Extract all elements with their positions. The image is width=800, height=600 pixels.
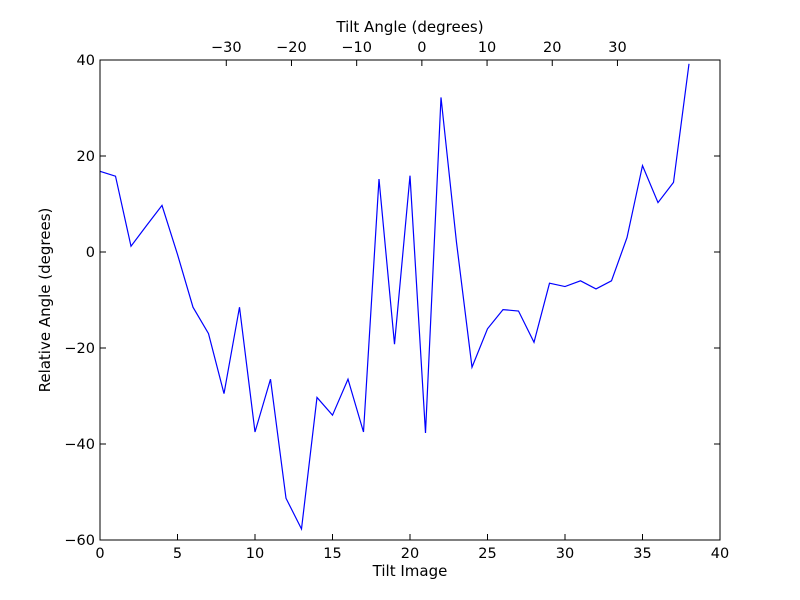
series-line-0 [99, 63, 690, 532]
x-tick-label: 15 [323, 546, 341, 562]
x-tick-label: 40 [711, 546, 729, 562]
top-x-tick-label: −20 [276, 40, 307, 56]
axis-ticks [99, 59, 721, 541]
x-tick-label: 20 [401, 546, 419, 562]
x-tick-label: 35 [633, 546, 651, 562]
x-tick-label: 0 [95, 546, 104, 562]
top-x-tick-label: 0 [417, 40, 426, 56]
y-tick-label: 0 [86, 245, 95, 261]
top-x-tick-label: 10 [478, 40, 496, 56]
x-tick-label: 10 [246, 546, 264, 562]
top-x-tick-label: 30 [608, 40, 626, 56]
x-tick-label: 25 [478, 546, 496, 562]
x-tick-label: 5 [173, 546, 182, 562]
top-x-tick-label: 20 [543, 40, 561, 56]
y-tick-label: −20 [64, 341, 95, 357]
y-tick-label: 20 [77, 149, 95, 165]
top-x-tick-label: −10 [341, 40, 372, 56]
plot-frame [99, 59, 721, 541]
y-tick-label: −60 [64, 533, 95, 549]
top-x-axis-title: Tilt Angle (degrees) [335, 18, 483, 36]
y-tick-label: 40 [77, 53, 95, 69]
y-axis-title: Relative Angle (degrees) [36, 208, 54, 393]
tick-labels: 0 5 10 15 20 25 30 35 40 −60 −40 −20 0 20 40 −30 −20 −10 0… [64, 40, 729, 562]
top-x-tick-label: −30 [211, 40, 242, 56]
plot-area [99, 63, 690, 532]
y-tick-label: −40 [64, 437, 95, 453]
x-axis-title: Tilt Image [372, 562, 448, 580]
x-tick-label: 30 [556, 546, 574, 562]
